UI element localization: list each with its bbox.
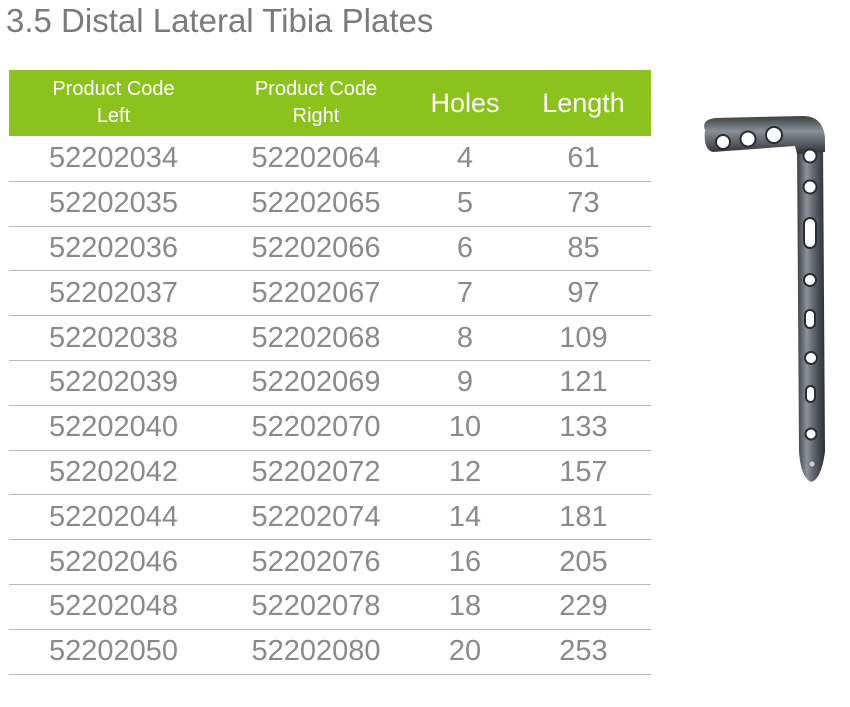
cell-product-code-right: 52202069 [251,366,381,399]
table-header: Product Code Left Product Code Right Hol… [9,70,651,136]
header-right-line2: Right [292,105,340,127]
cell-product-code-left: 52202039 [48,366,179,399]
page-title: 3.5 Distal Lateral Tibia Plates [6,2,434,39]
cell-product-code-left: 52202037 [48,276,179,309]
table-row: 52202039 52202069 9 121 [9,361,651,406]
cell-holes: 6 [456,231,474,264]
cell-product-code-left: 52202050 [48,635,179,668]
cell-product-code-right: 52202066 [251,231,381,264]
table-row: 52202037 52202067 7 97 [9,271,651,317]
table-row: 52202034 52202064 4 61 [9,137,651,182]
header-product-code-left: Product Code Left [9,76,218,130]
cell-product-code-right: 52202067 [251,276,381,309]
cell-holes: 12 [448,455,482,488]
cell-product-code-right: 52202074 [251,500,381,533]
cell-product-code-left: 52202034 [48,142,179,175]
header-length: Length [542,87,625,118]
table-row: 52202036 52202066 6 85 [9,227,651,272]
header-product-code-right: Product Code Right [218,76,414,130]
cell-product-code-left: 52202044 [48,500,179,533]
header-left-line1: Product Code [52,78,175,100]
cell-length: 157 [559,455,608,488]
cell-holes: 10 [448,411,482,444]
bone-plate-image [704,116,825,482]
header-left-line2: Left [96,105,131,127]
table-row: 52202042 52202072 12 157 [9,451,651,496]
cell-product-code-right: 52202065 [251,187,381,220]
cell-product-code-left: 52202048 [48,590,179,623]
cell-holes: 16 [448,545,482,578]
cell-length: 133 [559,411,608,444]
product-table: Product Code Left Product Code Right Hol… [9,70,651,675]
table-row: 52202050 52202080 20 253 [9,630,651,675]
cell-holes: 20 [448,635,482,668]
table-body: 52202034 52202064 4 61 52202035 52202065 5 73 52… [9,136,651,675]
cell-product-code-left: 52202040 [48,411,179,444]
cell-holes: 18 [448,590,482,623]
cell-holes: 5 [456,187,474,220]
cell-holes: 8 [456,321,474,354]
cell-length: 61 [567,142,600,175]
table-row: 52202046 52202076 16 205 [9,540,651,585]
cell-product-code-right: 52202080 [251,635,381,668]
cell-product-code-left: 52202035 [48,187,179,220]
cell-product-code-right: 52202070 [251,411,381,444]
header-holes: Holes [430,87,500,118]
cell-holes: 7 [456,276,474,309]
cell-length: 253 [559,635,608,668]
cell-length: 121 [559,366,608,399]
cell-product-code-left: 52202042 [48,455,179,488]
cell-product-code-right: 52202078 [251,590,381,623]
table-row: 52202040 52202070 10 133 [9,406,651,451]
cell-holes: 14 [448,500,482,533]
cell-product-code-right: 52202076 [251,545,381,578]
cell-length: 85 [567,231,600,264]
cell-holes: 9 [456,366,474,399]
header-right-line1: Product Code [254,78,378,100]
cell-length: 205 [559,545,608,578]
cell-length: 73 [567,187,600,220]
table-row: 52202035 52202065 5 73 [9,182,651,227]
cell-product-code-right: 52202064 [251,142,381,175]
cell-product-code-left: 52202046 [48,545,179,578]
cell-product-code-right: 52202072 [251,455,381,488]
table-row: 52202048 52202078 18 229 [9,585,651,630]
cell-length: 109 [559,321,608,354]
cell-product-code-left: 52202038 [48,321,179,354]
cell-length: 229 [559,590,608,623]
cell-holes: 4 [456,142,474,175]
cell-product-code-left: 52202036 [48,231,179,264]
cell-product-code-right: 52202068 [251,321,381,354]
cell-length: 97 [567,276,600,309]
table-row: 52202038 52202068 8 109 [9,316,651,361]
table-row: 52202044 52202074 14 181 [9,495,651,541]
cell-length: 181 [559,500,608,533]
